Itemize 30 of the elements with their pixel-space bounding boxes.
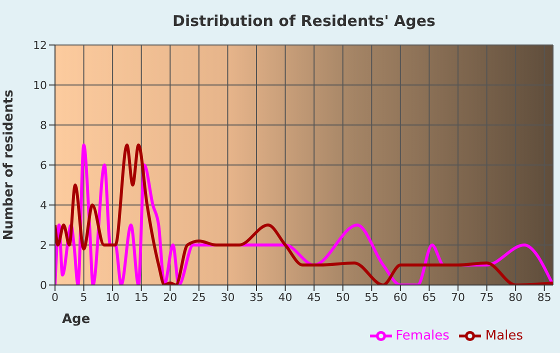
x-tick-label: 5 bbox=[80, 290, 88, 304]
x-tick-label: 80 bbox=[508, 290, 523, 304]
x-tick-label: 35 bbox=[250, 290, 264, 304]
x-tick-label: 30 bbox=[220, 290, 235, 304]
x-tick-label: 25 bbox=[192, 290, 206, 304]
legend-label: Males bbox=[485, 328, 523, 344]
y-tick-label: 8 bbox=[40, 118, 47, 132]
legend-label: Females bbox=[396, 328, 450, 344]
x-tick-label: 65 bbox=[422, 290, 436, 304]
x-tick-label: 15 bbox=[134, 290, 148, 304]
x-tick-label: 40 bbox=[278, 290, 292, 304]
x-tick-label: 55 bbox=[364, 290, 379, 304]
x-tick-label: 45 bbox=[307, 290, 322, 304]
y-tick-label: 6 bbox=[40, 158, 47, 172]
x-tick-label: 70 bbox=[451, 290, 466, 304]
y-tick-label: 4 bbox=[40, 198, 47, 212]
x-tick-label: 75 bbox=[480, 290, 494, 304]
chart-title: Distribution of Residents' Ages bbox=[172, 12, 436, 30]
x-tick-label: 60 bbox=[393, 290, 408, 304]
x-axis-title: Age bbox=[62, 312, 90, 327]
x-tick-label: 50 bbox=[336, 290, 350, 304]
y-tick-label: 2 bbox=[40, 238, 47, 252]
x-tick-label: 10 bbox=[106, 290, 120, 304]
x-tick-label: 85 bbox=[537, 290, 552, 304]
x-tick-label: 0 bbox=[52, 290, 58, 304]
y-axis-title: Number of residents bbox=[2, 89, 17, 240]
x-tick-label: 20 bbox=[163, 290, 178, 304]
y-tick-label: 10 bbox=[33, 78, 47, 92]
y-tick-label: 0 bbox=[40, 278, 47, 292]
y-tick-label: 12 bbox=[33, 38, 47, 52]
